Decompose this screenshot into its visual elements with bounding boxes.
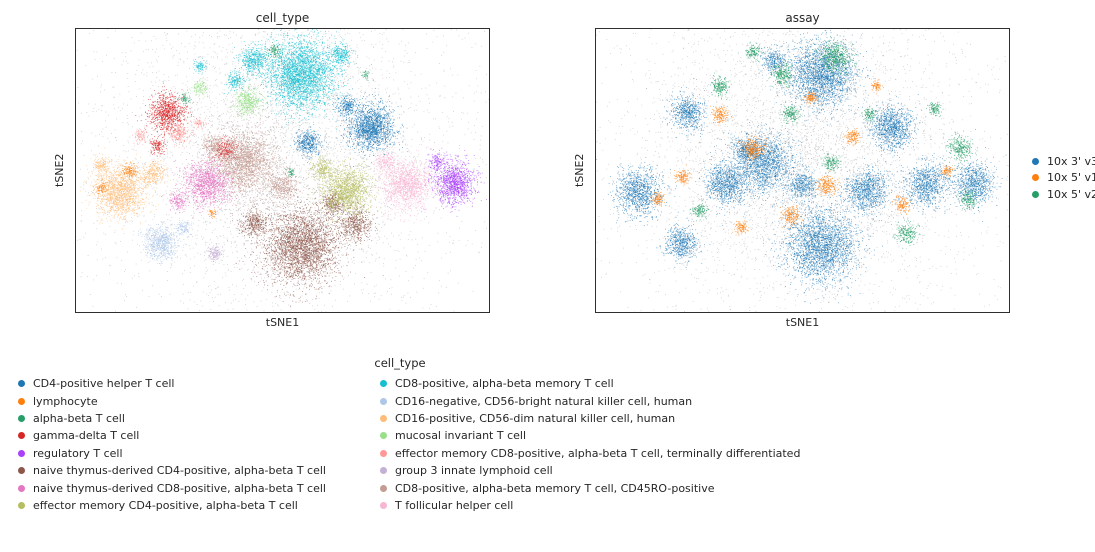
legend-swatch — [1032, 174, 1039, 182]
legend-label: mucosal invariant T cell — [395, 429, 527, 443]
legend-swatch — [18, 432, 25, 440]
legend-swatch — [380, 432, 387, 440]
assay-legend-item: 10x 5' v2 — [1032, 186, 1095, 203]
legend-swatch — [18, 380, 25, 388]
plot-title-assay: assay — [785, 11, 820, 25]
legend-label: 10x 3' v3 — [1047, 154, 1095, 168]
cell-type-legend: cell_type CD4-positive helper T cell lym… — [10, 356, 810, 514]
legend-swatch — [380, 467, 387, 475]
cell-type-legend-item: CD8-positive, alpha-beta memory T cell, … — [380, 479, 810, 496]
cell-type-legend-item: alpha-beta T cell — [18, 410, 380, 427]
cell-type-legend-item: naive thymus-derived CD4-positive, alpha… — [18, 462, 380, 479]
cell-type-legend-column-2: CD8-positive, alpha-beta memory T cell C… — [380, 375, 810, 514]
cell-type-legend-item: CD16-negative, CD56-bright natural kille… — [380, 392, 810, 409]
plot-title-cell-type: cell_type — [255, 11, 310, 25]
legend-label: CD4-positive helper T cell — [33, 377, 175, 391]
legend-label: 10x 5' v1 — [1047, 171, 1095, 185]
legend-label: group 3 innate lymphoid cell — [395, 464, 553, 478]
panel-cell-type: cell_type tSNE2 tSNE1 — [53, 8, 490, 329]
assay-legend-item: 10x 3' v3 — [1032, 153, 1095, 170]
legend-label: CD8-positive, alpha-beta memory T cell — [395, 377, 614, 391]
x-axis-label-cell-type: tSNE1 — [265, 316, 300, 329]
cell-type-legend-item: mucosal invariant T cell — [380, 427, 810, 444]
assay-legend-item: 10x 5' v1 — [1032, 170, 1095, 187]
y-axis-label-assay: tSNE2 — [573, 153, 586, 188]
legend-swatch — [1032, 190, 1039, 198]
legend-swatch — [18, 501, 25, 509]
legend-swatch — [380, 380, 387, 388]
cell-type-legend-item: lymphocyte — [18, 392, 380, 409]
cell-type-legend-item: CD4-positive helper T cell — [18, 375, 380, 392]
legend-swatch — [380, 397, 387, 405]
cell-type-legend-item: naive thymus-derived CD8-positive, alpha… — [18, 479, 380, 496]
legend-swatch — [1032, 157, 1039, 165]
cell-type-legend-title: cell_type — [374, 356, 426, 370]
cell-type-legend-item: CD8-positive, alpha-beta memory T cell — [380, 375, 810, 392]
cell-type-legend-item: group 3 innate lymphoid cell — [380, 462, 810, 479]
legend-swatch — [18, 397, 25, 405]
legend-label: lymphocyte — [33, 394, 98, 408]
cell-type-legend-item: regulatory T cell — [18, 445, 380, 462]
legend-swatch — [380, 484, 387, 492]
legend-label: CD8-positive, alpha-beta memory T cell, … — [395, 481, 715, 495]
legend-label: effector memory CD8-positive, alpha-beta… — [395, 446, 801, 460]
legend-label: alpha-beta T cell — [33, 411, 125, 425]
x-axis-label-assay: tSNE1 — [785, 316, 820, 329]
tsne-scatter-canvas-assay — [596, 29, 1009, 312]
cell-type-legend-columns: CD4-positive helper T cell lymphocyte al… — [10, 375, 810, 514]
cell-type-legend-item: effector memory CD8-positive, alpha-beta… — [380, 445, 810, 462]
legend-swatch — [380, 414, 387, 422]
assay-legend: 10x 3' v3 10x 5' v1 10x 5' v2 — [1032, 153, 1095, 203]
legend-label: 10x 5' v2 — [1047, 187, 1095, 201]
legend-label: naive thymus-derived CD8-positive, alpha… — [33, 481, 326, 495]
legend-label: gamma-delta T cell — [33, 429, 140, 443]
plot-area-cell-type: tSNE2 — [53, 28, 490, 313]
y-axis-label-cell-type: tSNE2 — [53, 153, 66, 188]
cell-type-legend-item: T follicular helper cell — [380, 497, 810, 514]
cell-type-legend-column-1: CD4-positive helper T cell lymphocyte al… — [10, 375, 380, 514]
tsne-scatter-canvas-cell-type — [76, 29, 489, 312]
legend-swatch — [18, 484, 25, 492]
cell-type-legend-item: CD16-positive, CD56-dim natural killer c… — [380, 410, 810, 427]
legend-label: naive thymus-derived CD4-positive, alpha… — [33, 464, 326, 478]
cell-type-legend-item: gamma-delta T cell — [18, 427, 380, 444]
legend-label: CD16-positive, CD56-dim natural killer c… — [395, 411, 676, 425]
panel-assay: assay tSNE2 tSNE1 — [573, 8, 1010, 329]
legend-swatch — [18, 467, 25, 475]
legend-label: CD16-negative, CD56-bright natural kille… — [395, 394, 693, 408]
legend-swatch — [380, 501, 387, 509]
legend-label: T follicular helper cell — [395, 498, 514, 512]
plot-area-assay: tSNE2 — [573, 28, 1010, 313]
legend-label: regulatory T cell — [33, 446, 123, 460]
legend-label: effector memory CD4-positive, alpha-beta… — [33, 498, 298, 512]
legend-swatch — [18, 449, 25, 457]
cell-type-legend-item: effector memory CD4-positive, alpha-beta… — [18, 497, 380, 514]
legend-swatch — [18, 414, 25, 422]
legend-swatch — [380, 449, 387, 457]
